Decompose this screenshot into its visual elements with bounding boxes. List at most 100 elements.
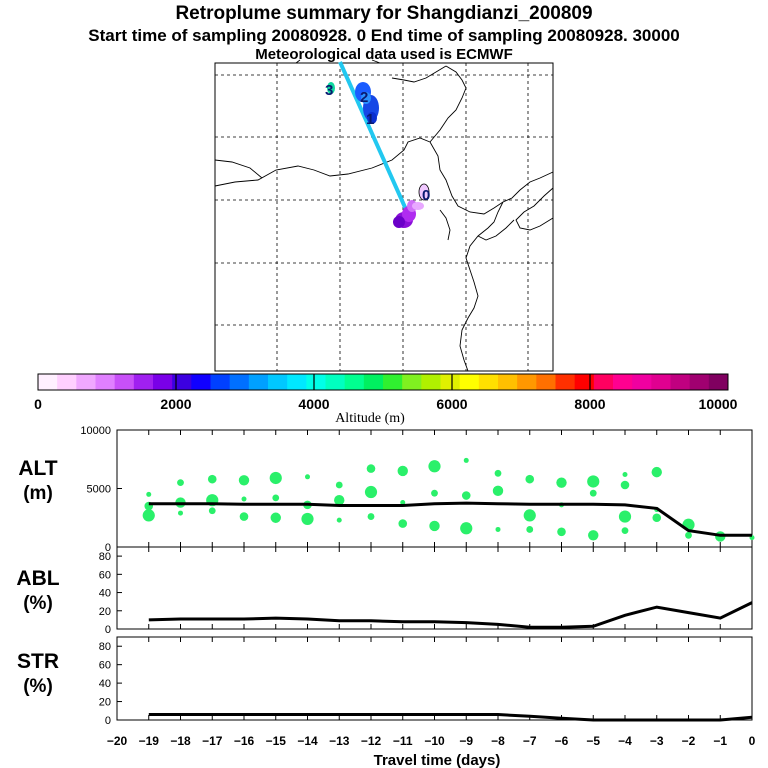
particle-point <box>208 507 216 515</box>
x-tick-label: −4 <box>618 734 632 748</box>
colorbar-cell <box>440 374 461 390</box>
plume-blob <box>327 82 335 94</box>
colorbar-frame <box>37 373 729 391</box>
particle-point <box>588 530 599 541</box>
colorbar-cell <box>402 374 422 390</box>
track-label-day3: 3 <box>325 82 333 99</box>
colorbar-cell <box>574 374 595 390</box>
map-frame <box>214 62 554 372</box>
colorbar-cell <box>76 374 96 390</box>
x-tick-label: −19 <box>139 734 160 748</box>
panel-label: ALT <box>18 457 57 480</box>
x-tick-label: −8 <box>491 734 505 748</box>
x-tick-label: −10 <box>424 734 445 748</box>
y-tick-label: 10000 <box>80 425 111 437</box>
particle-point <box>305 474 310 480</box>
colorbar-cell <box>670 374 691 390</box>
particle-point <box>366 464 376 473</box>
colorbar-cell <box>363 374 384 390</box>
mean-altitude-line <box>148 501 752 537</box>
colorbar-cell <box>306 374 326 390</box>
particle-point <box>685 531 692 539</box>
colorbar-cell <box>421 374 441 390</box>
particle-point <box>142 509 155 522</box>
y-tick-label: 80 <box>99 551 111 563</box>
colorbar-cell <box>229 374 250 390</box>
particle-point <box>556 477 567 488</box>
particle-point <box>397 465 408 477</box>
colorbar-cell <box>133 374 154 390</box>
colorbar-tick: 4000 <box>298 396 329 412</box>
particle-point <box>525 474 535 484</box>
panel-frame <box>116 636 753 721</box>
x-tick-label: −9 <box>459 734 473 748</box>
colorbar-cell <box>57 374 77 390</box>
particle-point <box>463 457 469 463</box>
plume-clusters <box>327 82 430 228</box>
plume-blob <box>367 112 377 124</box>
colorbar-cell <box>191 374 211 390</box>
colorbar-cell <box>287 374 307 390</box>
particle-point <box>621 527 629 535</box>
x-tick-label: −7 <box>523 734 537 748</box>
particle-point <box>431 489 438 497</box>
map-graticule <box>215 63 553 371</box>
particle-point <box>239 512 249 521</box>
colorbar-cell <box>708 374 729 390</box>
particle-point <box>618 510 632 523</box>
panel-unit: (%) <box>23 593 53 614</box>
particle-point <box>400 500 406 506</box>
x-tick-label: −1 <box>713 734 727 748</box>
y-tick-label: 80 <box>99 641 111 653</box>
particle-point <box>398 519 408 528</box>
x-tick-label: −11 <box>393 734 413 748</box>
str-line <box>148 713 753 722</box>
y-tick-label: 40 <box>99 588 111 600</box>
panel-abl: 80 60 40 20 0 ABL (%) <box>16 546 753 636</box>
colorbar-cell <box>517 374 537 390</box>
panel-unit: (m) <box>23 483 53 504</box>
colorbar-cell <box>555 374 576 390</box>
colorbar-cell <box>114 374 135 390</box>
x-tick-label: −18 <box>170 734 191 748</box>
particle-point <box>367 513 375 520</box>
track-labels: 3 2 1 0 <box>325 82 430 204</box>
particle-point <box>428 460 441 473</box>
particle-point <box>622 471 628 477</box>
particle-point <box>492 485 504 497</box>
map-borders <box>214 59 554 372</box>
x-tick-label: −17 <box>202 734 223 748</box>
colorbar-cell <box>268 374 288 390</box>
panel-str: 80 60 40 20 0 STR (%) <box>17 636 753 727</box>
particle-point <box>146 491 152 497</box>
colorbar-cell <box>325 374 346 390</box>
colorbar-tick: 8000 <box>574 396 605 412</box>
colorbar-label: Altitude (m) <box>335 411 405 426</box>
x-tick-label: −16 <box>234 734 255 748</box>
y-tick-label: 20 <box>99 606 111 618</box>
particle-point <box>429 520 440 532</box>
particle-point <box>238 475 250 486</box>
colorbar-cell <box>651 374 671 390</box>
plume-blob <box>412 202 424 210</box>
y-tick-label: 0 <box>105 624 111 636</box>
plume-blob <box>361 92 371 104</box>
colorbar-cell <box>498 374 518 390</box>
plume-blob <box>418 183 430 201</box>
trajectory-line <box>338 61 410 215</box>
panel-label: ABL <box>16 567 59 590</box>
colorbar-cell <box>689 374 710 390</box>
particle-point <box>495 526 501 532</box>
y-tick-label: 20 <box>99 697 111 709</box>
met-data-note: Meteorological data used is ECMWF <box>255 46 513 63</box>
colorbar-cell <box>536 374 556 390</box>
colorbar-cell <box>248 374 269 390</box>
colorbar-tick: 10000 <box>699 396 738 412</box>
x-tick-label: −13 <box>329 734 350 748</box>
plume-blob <box>393 216 405 228</box>
x-axis-label: Travel time (days) <box>374 752 501 768</box>
x-tick-label: −5 <box>586 734 600 748</box>
y-tick-label: 5000 <box>87 484 111 496</box>
track-label-day1: 1 <box>366 111 374 128</box>
